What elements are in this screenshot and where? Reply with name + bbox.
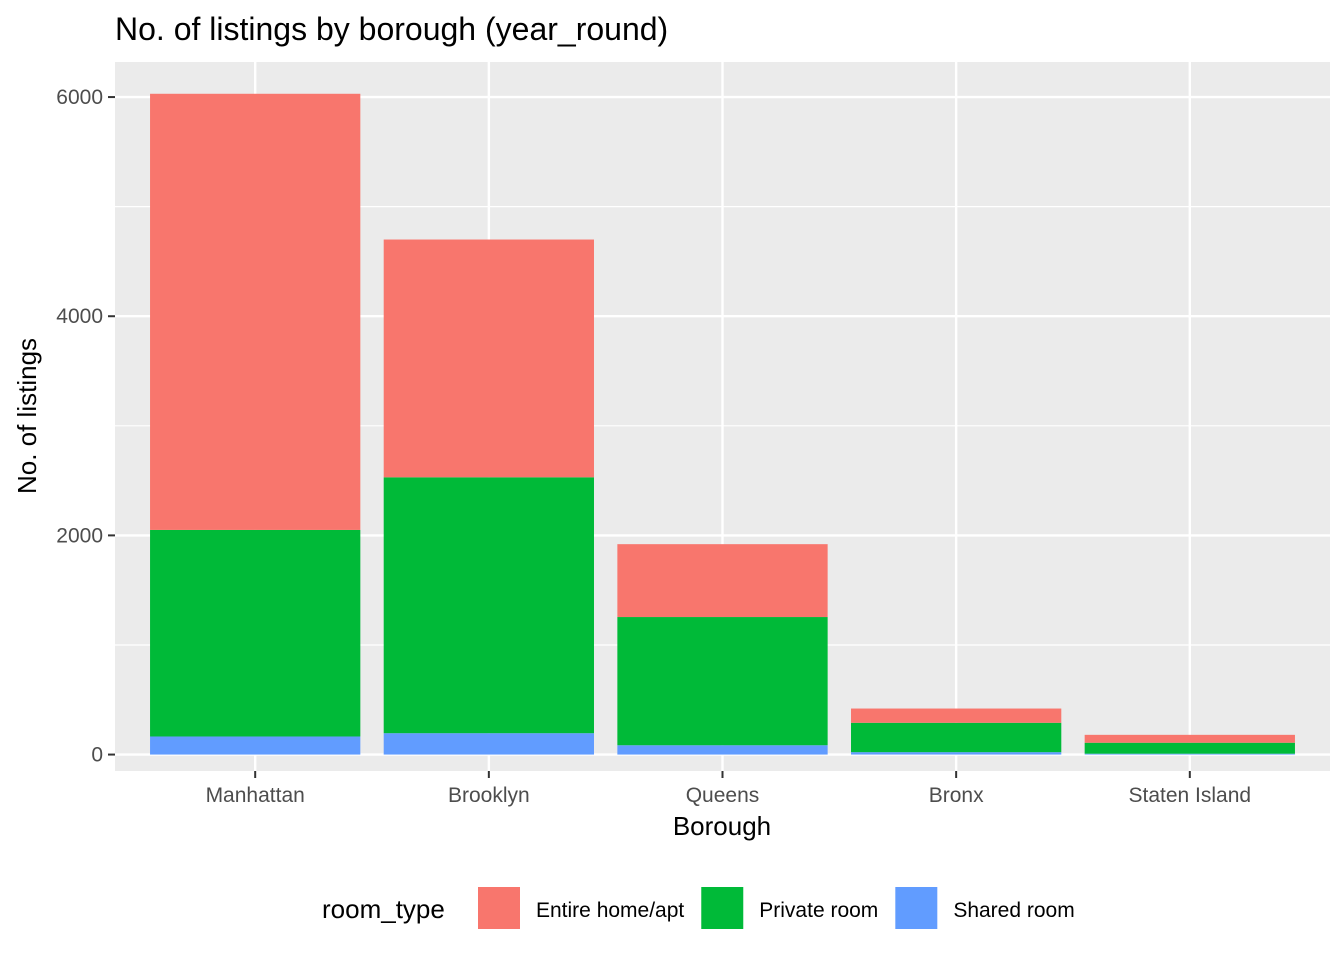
bar-entire-home-apt (851, 708, 1062, 723)
y-axis: 0 2000 4000 6000 (56, 86, 115, 767)
x-axis: Manhattan Brooklyn Queens Bronx Staten Islan… (206, 771, 1252, 807)
legend-label: Entire home/apt (536, 899, 684, 922)
y-tick-label: 0 (91, 744, 103, 767)
x-tick-label: Staten Island (1129, 784, 1252, 807)
bar-private-room (383, 477, 594, 734)
bar-shared-room (851, 752, 1062, 755)
bar-entire-home-apt (150, 93, 361, 530)
bar-shared-room (150, 736, 361, 755)
x-tick-label: Queens (686, 784, 760, 807)
bars (150, 93, 1295, 755)
legend: room_type Entire home/apt Private room Sha… (322, 887, 1075, 929)
y-tick-label: 2000 (56, 524, 103, 547)
legend-key (895, 887, 938, 929)
bar-entire-home-apt (383, 239, 594, 478)
legend-key (478, 887, 520, 929)
bar-entire-home-apt (617, 544, 828, 618)
bar-shared-room (383, 733, 594, 755)
bar-private-room (617, 617, 828, 746)
y-axis-label: No. of listings (12, 338, 42, 494)
x-tick-label: Manhattan (206, 784, 305, 807)
bar-shared-room (617, 745, 828, 755)
y-tick-label: 6000 (56, 86, 103, 109)
legend-title: room_type (322, 894, 445, 924)
x-axis-label: Borough (673, 811, 771, 841)
x-tick-label: Bronx (929, 784, 984, 807)
bar-private-room (150, 529, 361, 737)
chart-title: No. of listings by borough (year_round) (115, 11, 668, 47)
legend-label: Shared room (953, 899, 1074, 922)
legend-label: Private room (759, 899, 878, 922)
x-tick-label: Brooklyn (448, 784, 530, 807)
bar-shared-room (1084, 753, 1295, 755)
bar-entire-home-apt (1084, 734, 1295, 743)
y-tick-label: 4000 (56, 305, 103, 328)
bar-private-room (1084, 742, 1295, 754)
legend-key (701, 887, 744, 929)
bar-private-room (851, 722, 1062, 753)
